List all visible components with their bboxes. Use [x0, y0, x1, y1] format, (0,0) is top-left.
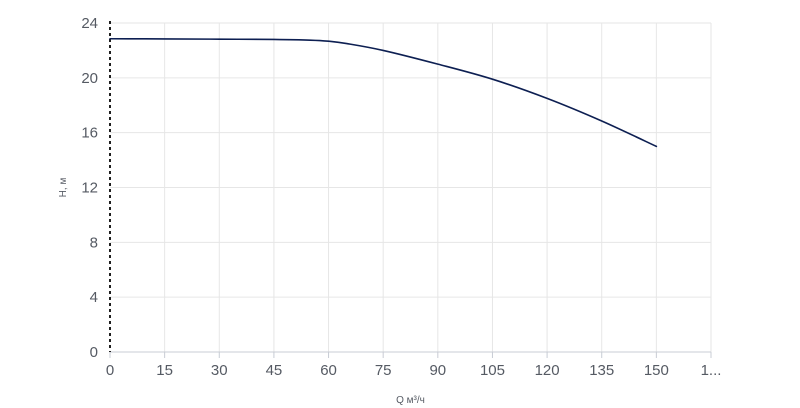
- x-tick-label: 30: [211, 362, 228, 379]
- x-tick-label: 90: [429, 362, 446, 379]
- x-tick-label: 60: [320, 362, 337, 379]
- x-tick-label: 120: [535, 362, 560, 379]
- grid: [110, 22, 712, 352]
- x-tick-label: 75: [375, 362, 392, 379]
- y-tick-label: 0: [90, 344, 98, 361]
- y-ticks: 0 4 8 12 16 20 24: [81, 15, 98, 361]
- x-tick-label: 0: [106, 362, 114, 379]
- x-tick-label: 15: [156, 362, 173, 379]
- axes: [109, 21, 711, 353]
- y-tick-label: 12: [81, 180, 98, 197]
- y-tick-label: 8: [90, 234, 98, 251]
- x-tick-label: 150: [644, 362, 669, 379]
- series-line: [109, 37, 658, 148]
- x-tick-label: 1...: [701, 362, 722, 379]
- y-tick-label: 4: [90, 289, 98, 306]
- y-tick-label: 24: [81, 15, 98, 32]
- x-tick-label: 45: [266, 362, 283, 379]
- x-ticks: 0 15 30 45 60 75 90 105 120 135 150 1...: [106, 352, 722, 379]
- x-tick-label: 135: [589, 362, 614, 379]
- x-tick-label: 105: [480, 362, 505, 379]
- y-tick-label: 16: [81, 125, 98, 142]
- x-axis-title: Q м³/ч: [396, 395, 425, 406]
- y-axis-title: H, м: [58, 178, 69, 198]
- y-tick-label: 20: [81, 70, 98, 87]
- series: [109, 37, 658, 148]
